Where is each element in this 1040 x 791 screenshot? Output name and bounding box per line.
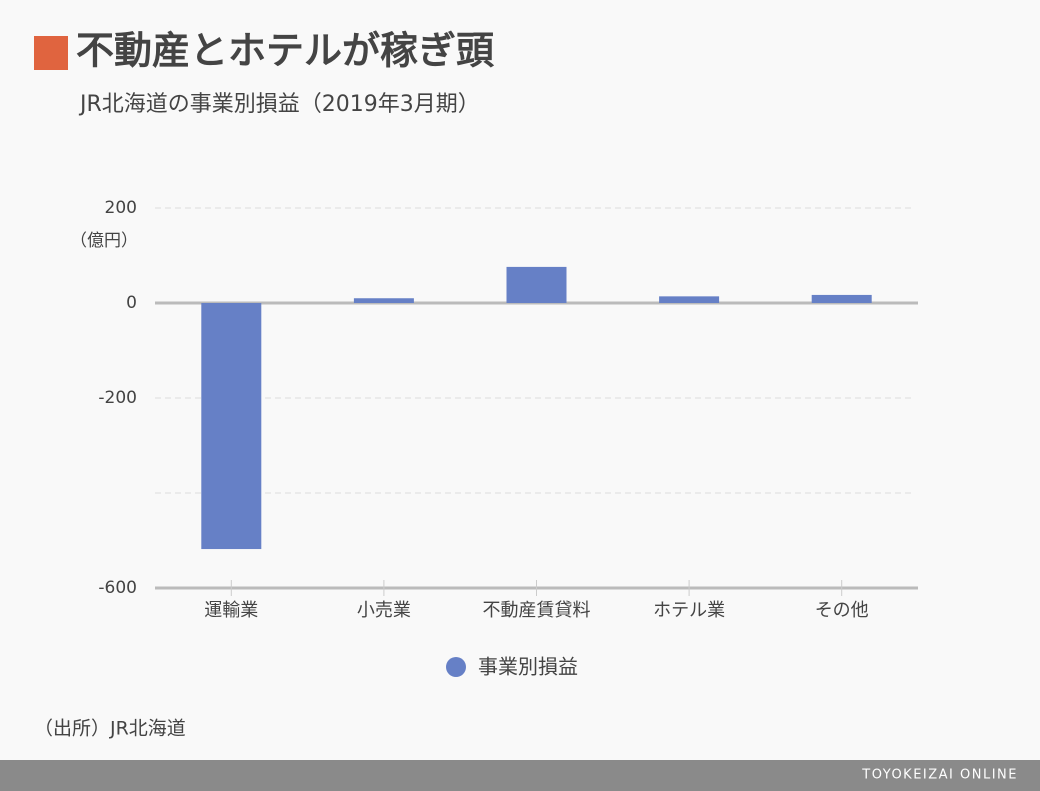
x-tick-label: その他 xyxy=(815,600,869,621)
bar xyxy=(201,303,262,550)
bar xyxy=(506,266,567,303)
bar xyxy=(811,294,872,303)
x-tick-label: 不動産賃貸料 xyxy=(483,600,591,621)
title-marker xyxy=(34,36,68,70)
footer-bar xyxy=(0,760,1040,791)
bar xyxy=(353,298,414,303)
y-tick-label: -600 xyxy=(98,578,137,598)
chart-subtitle: JR北海道の事業別損益（2019年3月期） xyxy=(78,92,480,117)
legend-marker xyxy=(446,657,466,677)
legend-label: 事業別損益 xyxy=(478,655,578,679)
bar xyxy=(659,296,720,303)
x-tick-label: 運輸業 xyxy=(204,600,258,621)
y-unit: （億円） xyxy=(70,231,138,251)
source: （出所）JR北海道 xyxy=(34,718,186,740)
x-tick-label: 小売業 xyxy=(357,600,411,621)
y-tick-label: 0 xyxy=(126,293,137,313)
y-tick-label: 200 xyxy=(105,198,137,218)
y-tick-label: -200 xyxy=(98,388,137,408)
footer: TOYOKEIZAI ONLINE xyxy=(861,768,1018,783)
x-tick-label: ホテル業 xyxy=(653,600,725,621)
chart-title: 不動産とホテルが稼ぎ頭 xyxy=(76,29,495,73)
